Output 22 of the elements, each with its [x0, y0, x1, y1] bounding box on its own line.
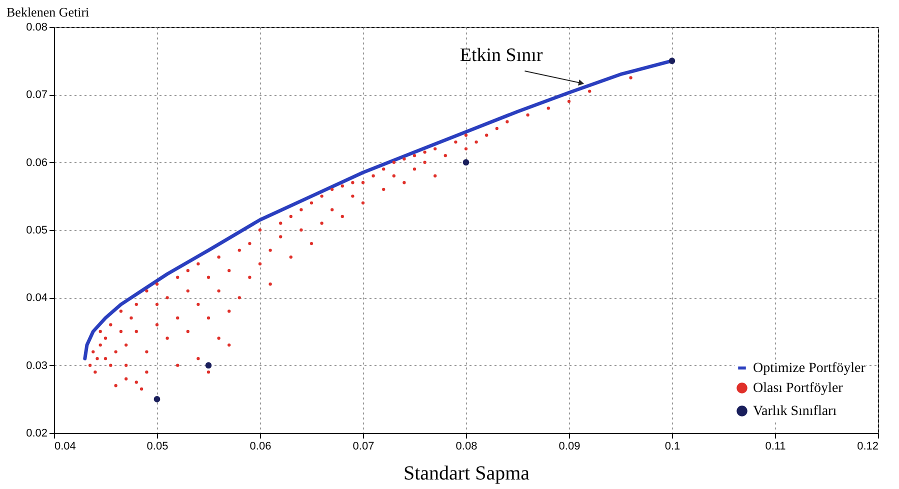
x-tick-label: 0.06 [250, 440, 272, 452]
x-tick-label: 0.05 [146, 440, 168, 452]
y-tick-label: 0.07 [26, 89, 48, 102]
y-tick-label: 0.02 [26, 428, 48, 440]
x-tick-label: 0.12 [857, 440, 878, 452]
y-tick-label: 0.08 [26, 22, 48, 34]
legend-label: Optimize Portföyler [753, 361, 866, 376]
y-tick-label: 0.05 [26, 224, 48, 236]
x-tick-label: 0.07 [352, 440, 374, 452]
x-tick-label: 0.09 [558, 440, 580, 452]
y-axis-title: Beklenen Getiri [6, 4, 90, 20]
x-tick-label: 0.04 [54, 440, 76, 452]
x-tick-label: 0.11 [765, 440, 786, 452]
y-tick-label: 0.06 [26, 156, 48, 169]
x-axis-title: Standart Sapma [403, 462, 530, 484]
x-tick-label: 0.1 [664, 440, 680, 452]
legend-label: Varlık Sınıfları [753, 404, 837, 419]
annotation: Etkin Sınır [460, 44, 544, 66]
y-tick-label: 0.04 [26, 292, 48, 304]
legend-label: Olası Portföyler [753, 381, 844, 396]
x-tick-label: 0.08 [456, 440, 478, 452]
y-tick-label: 0.03 [26, 360, 48, 372]
